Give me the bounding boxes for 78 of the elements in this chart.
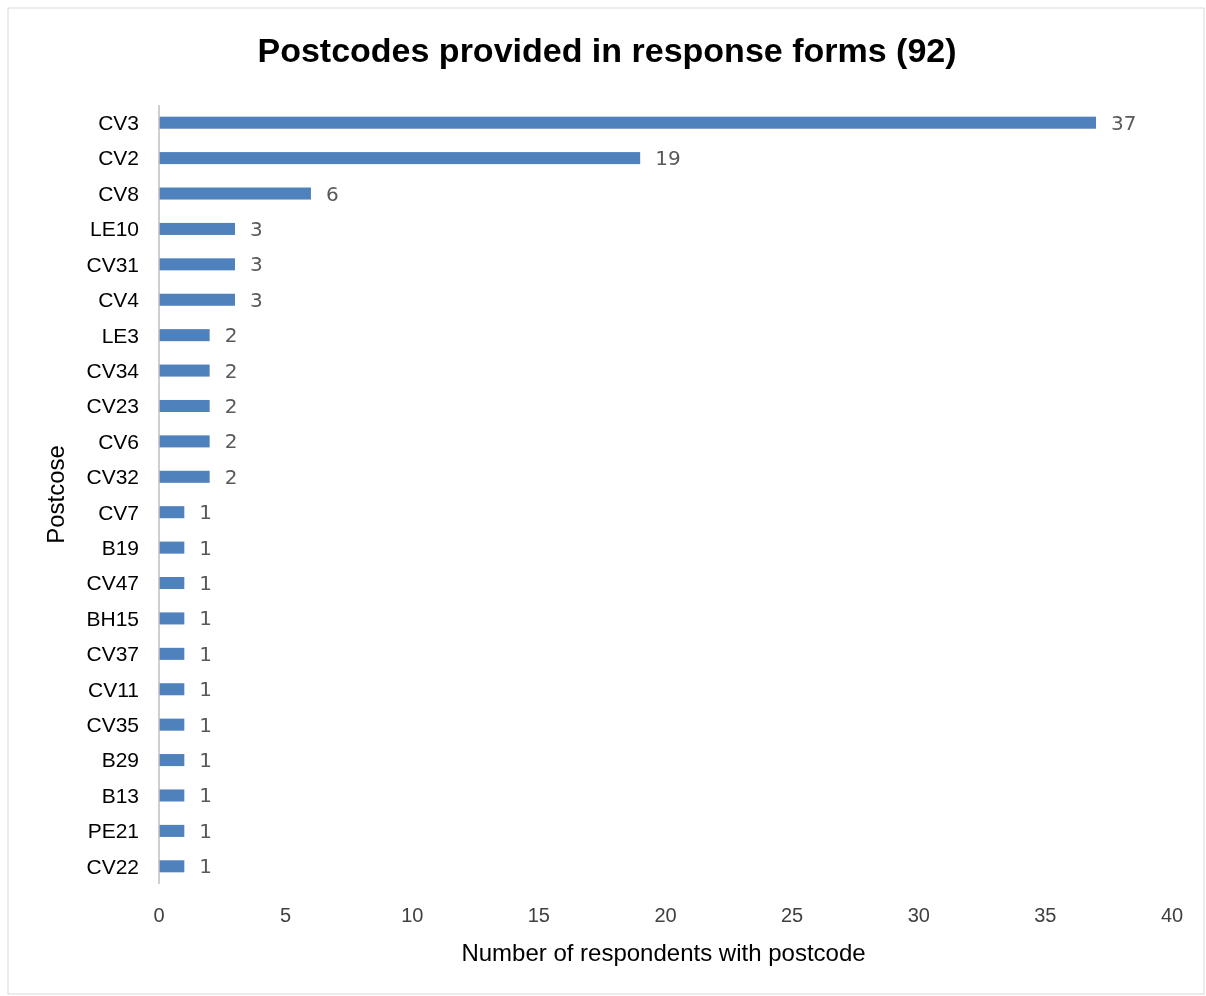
data-label: 1 bbox=[199, 818, 213, 843]
data-label: 1 bbox=[199, 712, 213, 737]
data-label: 19 bbox=[655, 146, 681, 171]
bar bbox=[159, 683, 185, 696]
bar bbox=[159, 187, 311, 200]
bar bbox=[159, 470, 210, 483]
bar bbox=[159, 116, 1097, 129]
y-tick-label: CV3 bbox=[98, 111, 139, 135]
y-tick-label: CV37 bbox=[86, 642, 139, 666]
x-tick-label: 15 bbox=[527, 904, 550, 926]
bar bbox=[159, 647, 185, 660]
x-tick-label: 40 bbox=[1160, 904, 1184, 926]
data-label: 3 bbox=[249, 216, 263, 241]
data-label: 1 bbox=[199, 748, 213, 773]
data-label: 2 bbox=[224, 429, 238, 454]
data-label: 1 bbox=[199, 641, 213, 666]
y-tick-label: LE3 bbox=[101, 323, 139, 347]
bar bbox=[159, 860, 185, 873]
y-tick-label: CV22 bbox=[86, 854, 139, 878]
bar bbox=[159, 152, 641, 165]
y-tick-label: B13 bbox=[101, 783, 139, 807]
data-label: 1 bbox=[199, 677, 213, 702]
y-tick-label: CV32 bbox=[86, 465, 139, 489]
x-tick-label: 20 bbox=[654, 904, 677, 926]
y-tick-label: CV34 bbox=[86, 358, 140, 382]
data-label: 1 bbox=[199, 783, 213, 808]
data-label: 2 bbox=[224, 358, 238, 383]
data-label: 3 bbox=[249, 252, 263, 277]
bar bbox=[159, 789, 185, 802]
y-tick-label: CV35 bbox=[86, 713, 139, 737]
data-label: 3 bbox=[249, 287, 263, 312]
bar bbox=[159, 824, 185, 837]
bar bbox=[159, 541, 185, 554]
data-label: 37 bbox=[1111, 110, 1137, 135]
x-tick-label: 25 bbox=[781, 904, 804, 926]
data-label: 1 bbox=[199, 854, 213, 879]
bar bbox=[159, 329, 210, 342]
bar bbox=[159, 222, 235, 235]
bar bbox=[159, 754, 185, 767]
y-tick-label: BH15 bbox=[86, 606, 139, 630]
x-axis-title: Number of respondents with postcode bbox=[461, 939, 866, 966]
bar bbox=[159, 612, 185, 625]
y-tick-label: B19 bbox=[101, 535, 139, 559]
y-tick-label: B29 bbox=[101, 748, 139, 772]
y-tick-label: CV47 bbox=[86, 571, 139, 595]
data-label: 1 bbox=[199, 535, 213, 560]
y-tick-label: CV7 bbox=[98, 500, 139, 524]
data-label: 1 bbox=[199, 500, 213, 525]
bar bbox=[159, 399, 210, 412]
y-tick-label: LE10 bbox=[89, 217, 139, 241]
data-label: 2 bbox=[224, 393, 238, 418]
x-tick-label: 30 bbox=[907, 904, 930, 926]
bar bbox=[159, 364, 210, 377]
y-tick-label: CV31 bbox=[86, 252, 139, 276]
data-label: 1 bbox=[199, 571, 213, 596]
bar bbox=[159, 506, 185, 519]
x-tick-label: 5 bbox=[280, 904, 292, 926]
x-tick-label: 35 bbox=[1034, 904, 1057, 926]
data-label: 1 bbox=[199, 606, 213, 631]
y-tick-label: CV4 bbox=[98, 288, 140, 312]
data-label: 6 bbox=[325, 181, 339, 206]
data-label: 2 bbox=[224, 464, 238, 489]
y-tick-label: CV2 bbox=[98, 146, 139, 170]
y-tick-label: CV6 bbox=[98, 429, 139, 453]
y-tick-label: CV23 bbox=[86, 394, 139, 418]
y-tick-label: CV11 bbox=[88, 677, 139, 701]
bar bbox=[159, 258, 235, 271]
y-axis-title: Postcose bbox=[42, 445, 69, 544]
x-tick-label: 10 bbox=[401, 904, 424, 926]
y-tick-label: PE21 bbox=[87, 819, 139, 843]
bar bbox=[159, 718, 185, 731]
chart-title: Postcodes provided in response forms (92) bbox=[257, 31, 957, 69]
x-tick-label: 0 bbox=[153, 904, 165, 926]
bar bbox=[159, 435, 210, 448]
y-tick-label: CV8 bbox=[98, 181, 139, 205]
bar bbox=[159, 577, 185, 590]
data-label: 2 bbox=[224, 323, 238, 348]
bar bbox=[159, 293, 235, 306]
